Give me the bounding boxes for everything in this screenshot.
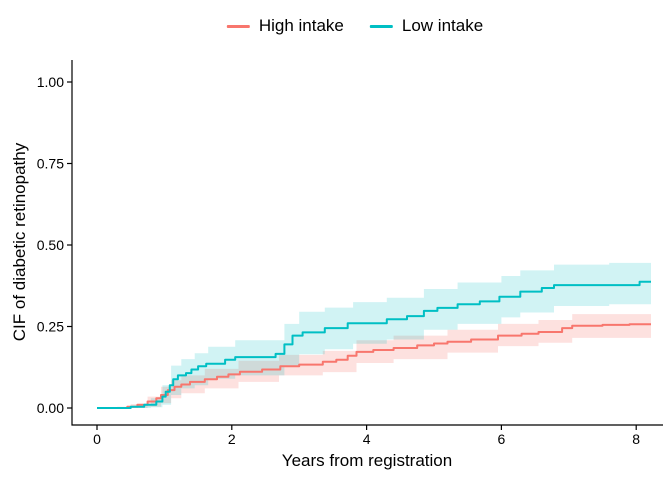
low-intake-line-key-icon (369, 24, 393, 28)
high-intake-confidence-band (117, 314, 651, 408)
x-tick-label: 6 (498, 431, 506, 447)
y-tick-label: 0.25 (37, 319, 64, 335)
tick-marks-and-labels: 0.00 0.25 0.50 0.75 1.00 0 2 4 6 8 (37, 74, 641, 447)
y-tick-label: 1.00 (37, 74, 64, 90)
y-tick-label: 0.00 (37, 400, 64, 416)
axis-lines (71, 60, 663, 426)
legend-label-high-intake: High intake (258, 16, 344, 35)
legend-label-low-intake: Low intake (401, 16, 484, 35)
legend-item-low-intake: Low intake (369, 16, 484, 36)
high-intake-line-key-icon (226, 24, 250, 28)
legend: High intake Low intake (226, 16, 484, 36)
legend-item-high-intake: High intake (226, 16, 344, 36)
confidence-bands (117, 262, 651, 408)
low-intake-confidence-band (137, 262, 651, 408)
cif-step-lines (97, 280, 651, 409)
x-tick-label: 2 (228, 431, 236, 447)
low-intake-cif-line (97, 280, 651, 409)
x-tick-label: 0 (93, 431, 101, 447)
x-tick-label: 8 (632, 431, 640, 447)
axes (71, 60, 663, 426)
y-tick-label: 0.50 (37, 237, 64, 253)
y-tick-label: 0.75 (37, 156, 64, 172)
high-intake-cif-line (97, 323, 651, 409)
x-axis-title: Years from registration (282, 451, 452, 470)
y-axis-title: CIF of diabetic retinopathy (10, 142, 29, 341)
x-tick-label: 4 (363, 431, 371, 447)
